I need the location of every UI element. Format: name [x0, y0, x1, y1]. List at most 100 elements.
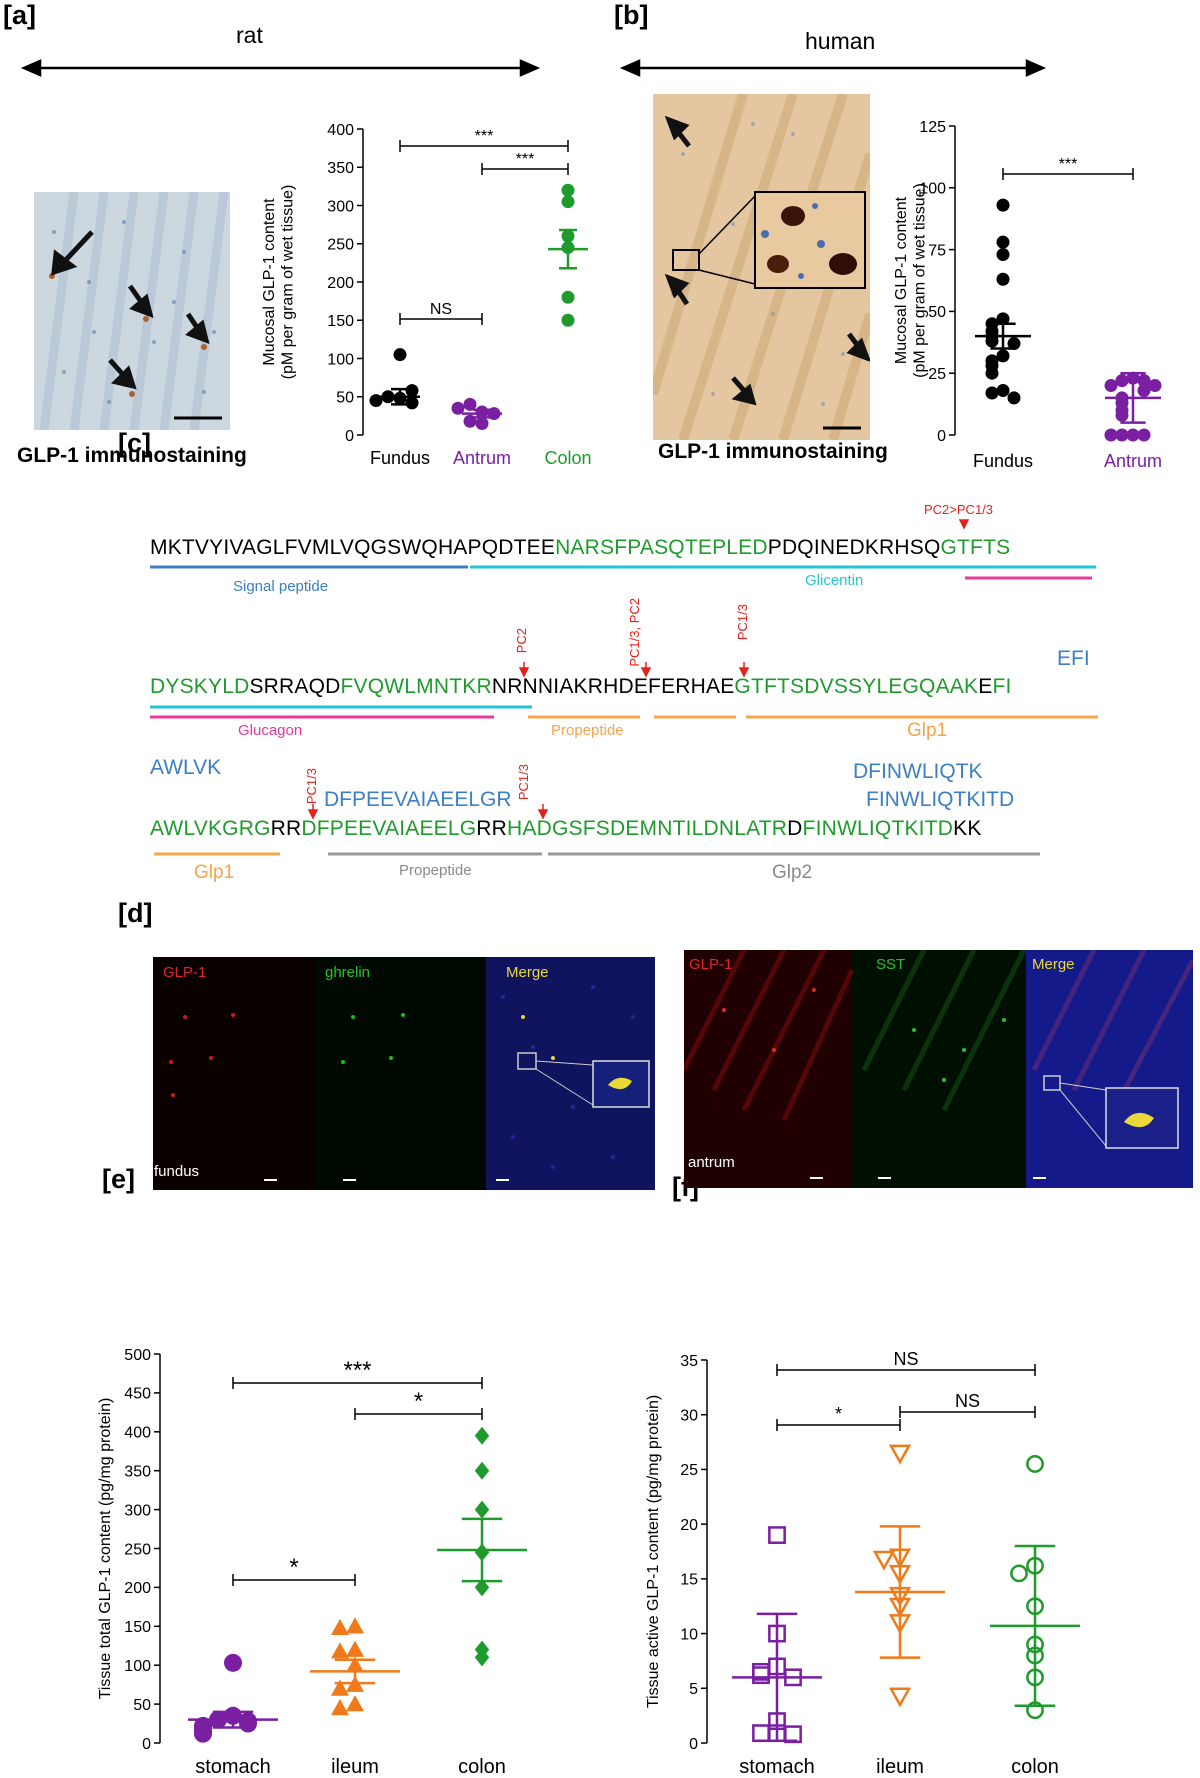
data-point	[1007, 337, 1021, 351]
fragment-label: DFPEEVAIAEELGR	[324, 788, 512, 811]
sequence-segment: DFPEEVAIAEELG	[301, 817, 477, 840]
species-label-human: human	[805, 28, 876, 54]
significance-label: NS	[430, 301, 452, 318]
y-axis-label: Mucosal GLP-1 content(pM per gram of wet…	[261, 185, 296, 380]
y-tick-label: 200	[327, 275, 354, 292]
significance-label: *	[414, 1388, 423, 1415]
y-tick-label: 250	[124, 1541, 151, 1558]
y-tick-label: 100	[124, 1658, 151, 1675]
data-point	[474, 1426, 490, 1445]
y-tick-label: 300	[327, 198, 354, 215]
sequence-segment: HAPQDTEE	[437, 536, 556, 559]
data-point	[331, 1698, 349, 1716]
x-category-label: ileum	[331, 1756, 379, 1778]
significance-label: *	[289, 1554, 298, 1581]
sequence-segment: GTFTSDVSSYLEGQAAK	[734, 675, 979, 698]
y-axis-label: Tissue total GLP-1 content (pg/mg protei…	[97, 1398, 114, 1700]
data-point	[561, 195, 575, 209]
y-tick-label: 450	[124, 1386, 151, 1403]
significance-label: ***	[1059, 156, 1078, 173]
fragment-label: AWLVK	[150, 756, 222, 779]
fluor-label: Merge	[1032, 956, 1075, 973]
annotation-glucagon: Glucagon	[238, 722, 303, 739]
cleavage-site-label: PC2>PC1/3	[924, 502, 994, 517]
sequence-segment: KK	[953, 817, 982, 840]
x-category-label: ileum	[876, 1756, 924, 1778]
y-axis-label-line: (pM per gram of wet tissue)	[912, 183, 929, 378]
data-point	[1007, 391, 1021, 405]
chart-a: 0 50 100 150 200 250 300 350 400 Mucosal GLP-1 co…	[261, 122, 591, 468]
x-category-label: colon	[1011, 1756, 1059, 1778]
sequence-segment: RR	[270, 817, 302, 840]
fluorescence-fundus	[153, 957, 655, 1190]
fluor-label: Merge	[506, 964, 549, 981]
data-point	[1148, 379, 1162, 393]
data-point	[1126, 428, 1140, 442]
y-axis-label-line: Tissue total GLP-1 content (pg/mg protei…	[97, 1398, 114, 1700]
data-point	[1115, 374, 1129, 388]
fluorescence-antrum	[684, 950, 1193, 1188]
x-category-label: Antrum	[1104, 451, 1162, 471]
sequence-segment: GTFTS	[940, 536, 1011, 559]
sequence-segment: AWLVKGRG	[150, 817, 271, 840]
data-point	[1010, 1564, 1028, 1583]
significance-label: NS	[955, 1391, 980, 1411]
x-category-label: colon	[458, 1756, 506, 1778]
data-point	[1137, 428, 1151, 442]
data-point	[561, 183, 575, 197]
data-point	[405, 396, 419, 410]
data-point	[985, 386, 999, 400]
sequence-segment: FI	[992, 675, 1012, 698]
data-point	[752, 1724, 770, 1743]
human-micrograph	[653, 94, 870, 440]
data-point	[346, 1695, 364, 1712]
sequence-lines	[150, 519, 1098, 856]
data-point	[1104, 379, 1118, 393]
significance-label: *	[835, 1404, 842, 1424]
sequence-segment: DYSKYLD	[150, 675, 250, 698]
fragment-label: FINWLIQTKITD	[866, 788, 1015, 811]
data-point	[996, 384, 1010, 398]
x-category-label: Fundus	[370, 448, 430, 468]
data-point	[888, 1687, 912, 1708]
y-tick-label: 350	[124, 1463, 151, 1480]
data-point	[996, 248, 1010, 262]
data-point	[872, 1550, 896, 1571]
panel-label-b: [b]	[614, 0, 649, 30]
fluor-label: SST	[876, 956, 906, 973]
annotation-signal-peptide: Signal peptide	[233, 578, 329, 595]
x-category-label: stomach	[739, 1756, 815, 1778]
significance-label: ***	[343, 1357, 371, 1384]
sequence-segment: NARSFPASQTEPLED	[555, 536, 768, 559]
y-tick-label: 250	[327, 237, 354, 254]
data-point	[888, 1444, 912, 1465]
sequence-segment: NRNNIAKRHDEFERHAE	[491, 675, 735, 698]
y-tick-label: 50	[133, 1697, 151, 1714]
data-point	[985, 334, 999, 348]
sequence-segment: MKTVYIVAGLFVMLVQGSWQ	[150, 536, 438, 559]
x-category-label: Fundus	[973, 451, 1033, 471]
caption-b: GLP-1 immunostaining	[658, 440, 888, 463]
y-tick-label: 75	[928, 242, 946, 259]
data-point	[331, 1642, 349, 1659]
data-point	[1137, 384, 1151, 398]
annotation-glicentin: Glicentin	[805, 572, 864, 589]
y-tick-label: 150	[327, 313, 354, 330]
fluor-tissue-label: antrum	[688, 1154, 735, 1171]
y-axis-label: Mucosal GLP-1 content(pM per gram of wet…	[893, 183, 928, 378]
y-tick-label: 30	[680, 1407, 698, 1424]
y-tick-label: 0	[142, 1736, 151, 1753]
y-tick-label: 0	[689, 1736, 698, 1753]
data-point	[331, 1618, 349, 1636]
chart-e: 0 50 100 150 200 250 300 350 400 450 500 Tissue tot…	[97, 1347, 527, 1778]
data-point	[474, 1578, 490, 1597]
data-point	[451, 401, 465, 415]
y-tick-label: 100	[919, 181, 946, 198]
data-point	[474, 1500, 490, 1519]
annotation-propeptide: Propeptide	[399, 862, 472, 879]
y-tick-label: 15	[680, 1572, 698, 1589]
y-tick-label: 400	[124, 1425, 151, 1442]
data-point	[475, 417, 489, 431]
data-point	[768, 1526, 786, 1544]
data-point	[996, 312, 1010, 326]
